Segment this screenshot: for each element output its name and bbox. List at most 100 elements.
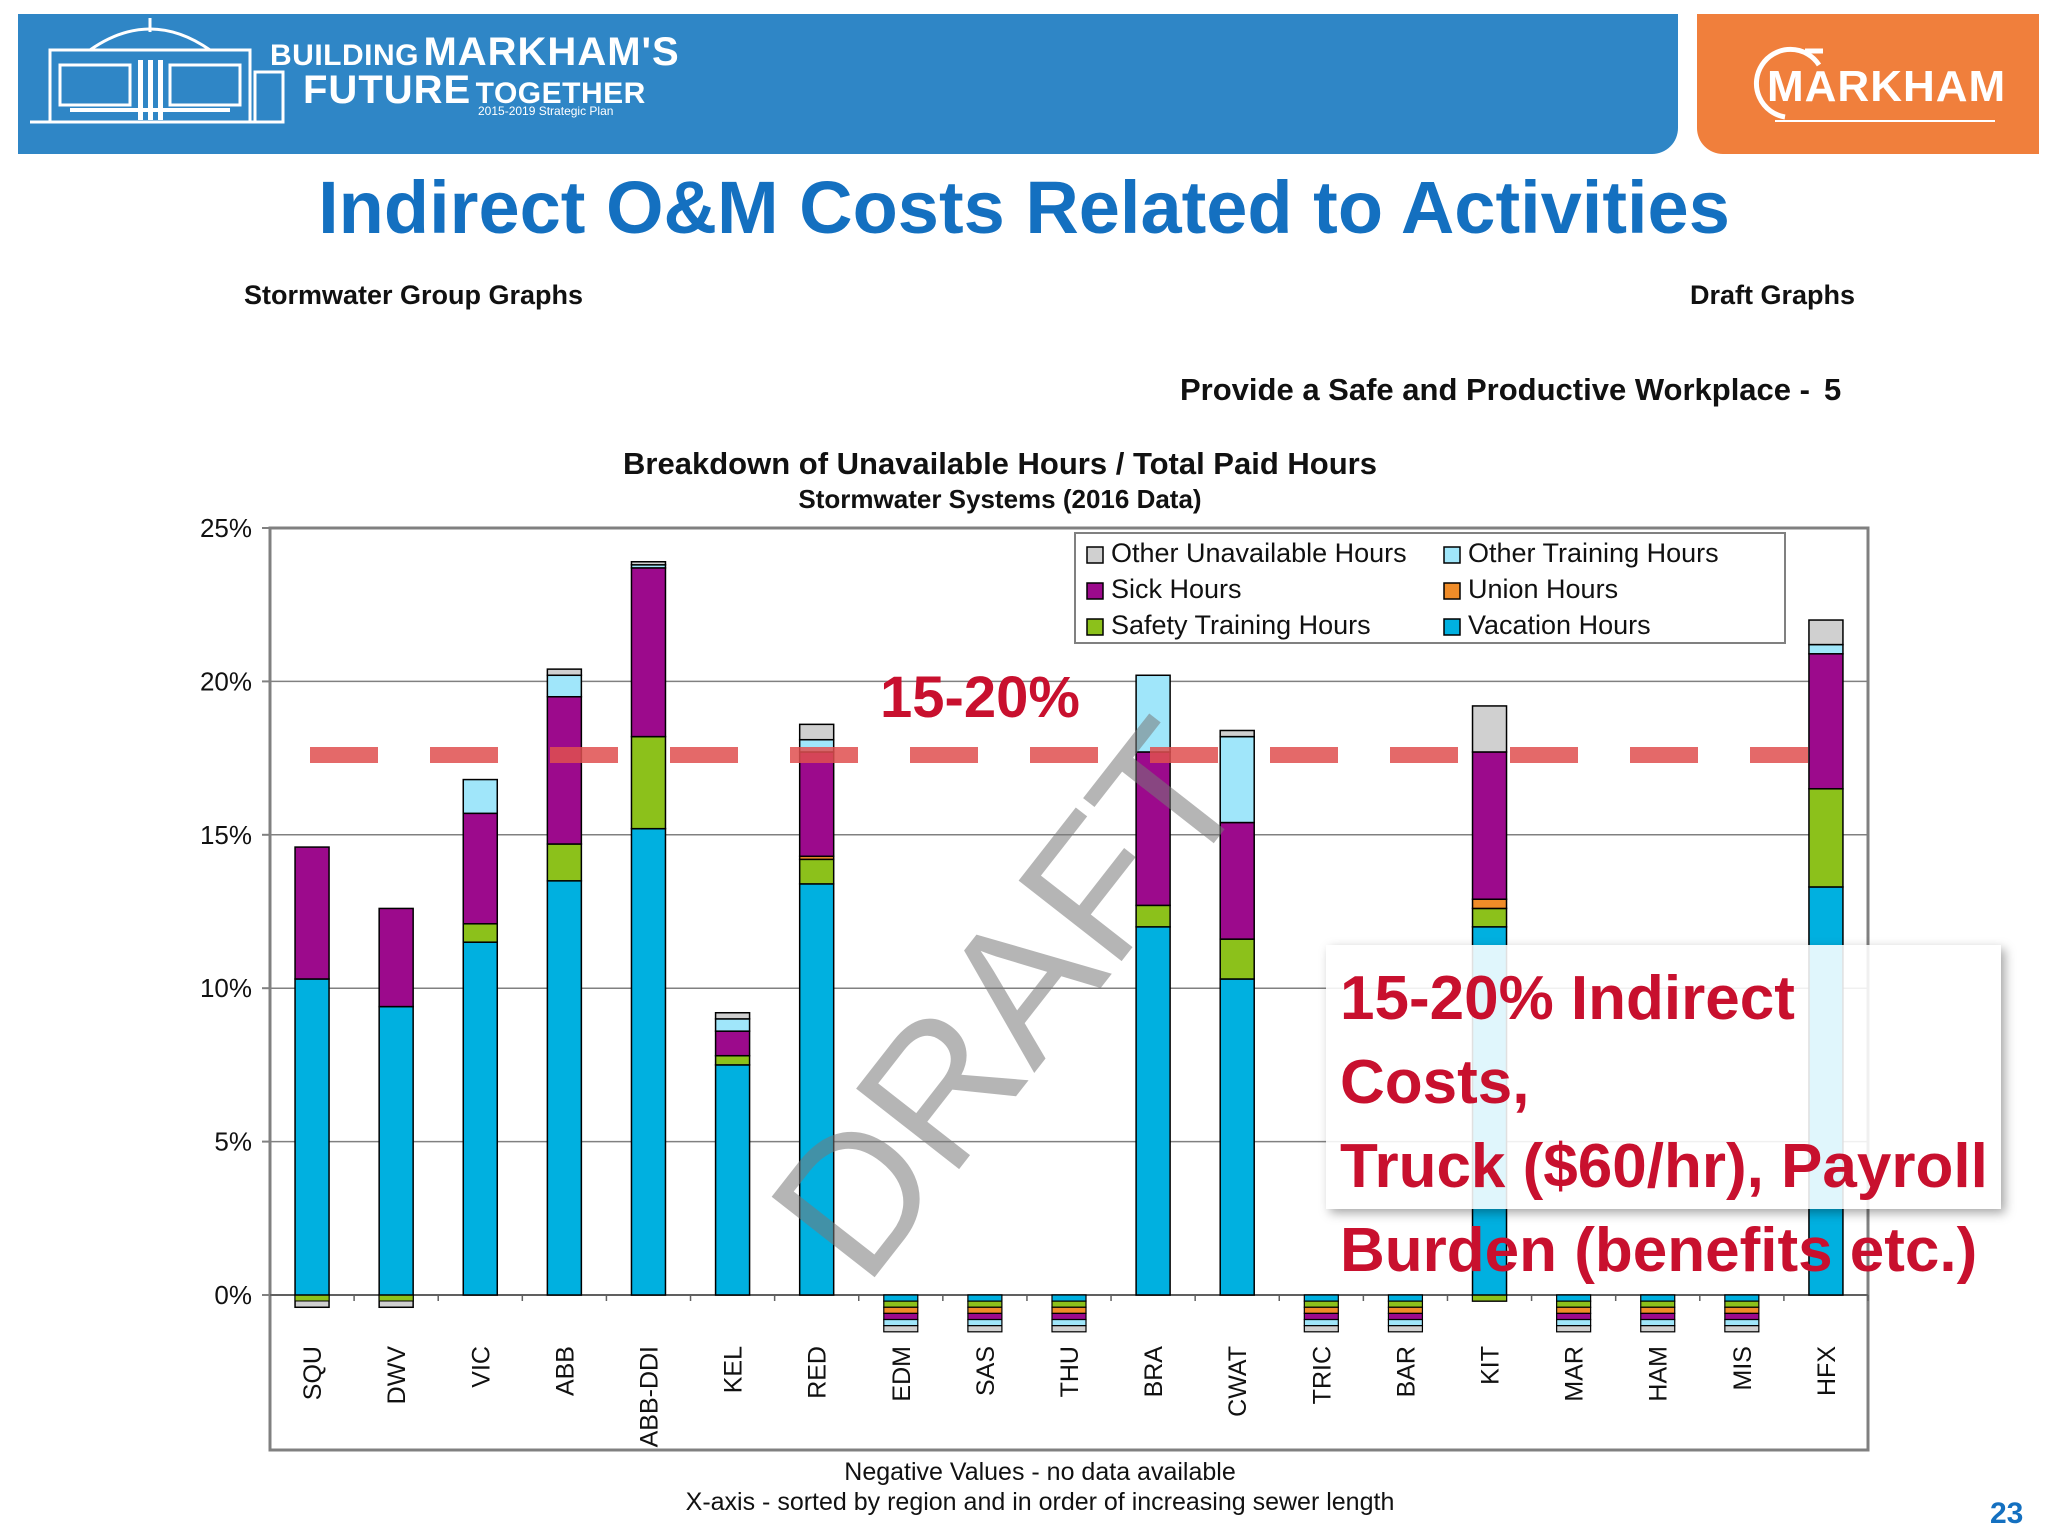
x-tick-label: VIC xyxy=(467,1346,495,1388)
bar-segment-negative xyxy=(1303,1306,1339,1315)
bar-segment-negative xyxy=(1303,1312,1339,1321)
bar-segment-negative xyxy=(967,1325,1003,1333)
legend-label: Other Unavailable Hours xyxy=(1111,538,1407,568)
legend-swatch xyxy=(1443,618,1461,636)
bar-segment xyxy=(798,751,835,858)
bar-segment-negative xyxy=(883,1318,919,1327)
bar-segment xyxy=(714,1030,751,1057)
x-tick-label: CWAT xyxy=(1224,1346,1252,1417)
legend-swatch xyxy=(1443,582,1461,600)
bar-segment-negative xyxy=(1556,1300,1592,1308)
y-tick-label: 20% xyxy=(200,666,252,696)
x-tick-label: ABB-DDI xyxy=(635,1346,663,1447)
bar-segment-negative xyxy=(883,1325,919,1333)
bar-segment-negative xyxy=(294,1294,330,1302)
plan-years: 2015-2019 Strategic Plan xyxy=(478,104,614,118)
x-tick-label: SAS xyxy=(972,1346,1000,1396)
legend-label: Sick Hours xyxy=(1111,574,1242,604)
bar-segment-negative xyxy=(1640,1306,1676,1315)
legend-swatch xyxy=(1086,582,1104,600)
bar-segment-negative xyxy=(967,1300,1003,1308)
bar-segment xyxy=(1471,898,1508,910)
strategic-plan-line2: FUTURE TOGETHER xyxy=(303,68,646,113)
bar-segment xyxy=(378,907,414,1008)
bar-segment xyxy=(1808,653,1844,790)
bar-segment-negative xyxy=(1387,1325,1424,1333)
bar-segment xyxy=(630,827,667,1296)
goal-number: 5 xyxy=(1823,372,1842,407)
bar-segment xyxy=(798,858,835,885)
bar-segment-negative xyxy=(1303,1294,1339,1302)
bar-segment xyxy=(546,695,583,845)
bar-segment xyxy=(378,1005,414,1296)
bar-segment xyxy=(462,778,499,815)
bar-segment-negative xyxy=(1724,1294,1760,1302)
bar-segment xyxy=(1471,907,1508,928)
bar-segment xyxy=(1219,729,1255,738)
x-tick-label: DWV xyxy=(383,1346,411,1405)
bar-segment-negative xyxy=(1640,1294,1676,1302)
x-tick-label: TRIC xyxy=(1308,1346,1336,1404)
legend-box xyxy=(1074,532,1786,644)
bar-segment xyxy=(294,846,330,980)
bar-segment-negative xyxy=(1640,1312,1676,1321)
x-tick-label: MIS xyxy=(1729,1346,1757,1390)
bar-segment xyxy=(1135,674,1171,753)
subtitle-left: Stormwater Group Graphs xyxy=(244,280,584,310)
y-tick-label: 15% xyxy=(200,820,252,850)
bar-segment-negative xyxy=(1387,1294,1424,1302)
bar-segment-negative xyxy=(1640,1325,1676,1333)
bar-segment xyxy=(462,923,499,943)
legend-label: Other Training Hours xyxy=(1468,538,1719,568)
bar-segment-negative xyxy=(1303,1325,1339,1333)
bar-segment xyxy=(1219,938,1255,980)
subtitle-right: Draft Graphs xyxy=(1690,280,1856,310)
bar-segment-negative xyxy=(1556,1306,1592,1315)
bar-segment-negative xyxy=(1472,1294,1508,1302)
bar-segment xyxy=(714,1011,751,1020)
band-label: 15-20% xyxy=(880,665,1080,730)
x-tick-label: RED xyxy=(804,1346,832,1399)
markhams-word: MARKHAM'S xyxy=(423,30,680,74)
strategic-plan-line1: BUILDING MARKHAM'S xyxy=(270,30,680,75)
header-banner xyxy=(18,14,1678,154)
bar-segment xyxy=(798,883,835,1296)
bar-segment xyxy=(1471,751,1508,900)
legend-label: Vacation Hours xyxy=(1468,610,1651,640)
bar-segment-negative xyxy=(1556,1318,1592,1327)
bar-segment-negative xyxy=(1387,1300,1424,1308)
bar-segment xyxy=(1808,619,1844,646)
bar-segment xyxy=(1808,643,1844,655)
together-word: TOGETHER xyxy=(475,77,646,110)
bar-segment-negative xyxy=(1556,1325,1592,1333)
bar-segment xyxy=(630,567,667,738)
bar-segment-negative xyxy=(1051,1325,1087,1333)
bar-segment-negative xyxy=(967,1318,1003,1327)
bar-segment-negative xyxy=(1387,1318,1424,1327)
goal-line: Provide a Safe and Productive Workplace … xyxy=(1180,372,1841,408)
bar-segment xyxy=(1219,978,1255,1296)
bar-segment xyxy=(714,1018,751,1032)
bar-segment xyxy=(546,880,583,1296)
chart-subtitle: Stormwater Systems (2016 Data) xyxy=(798,484,1201,514)
bar-segment-negative xyxy=(967,1306,1003,1315)
callout-box: 15-20% Indirect Costs, Truck ($60/hr), P… xyxy=(1326,945,2001,1285)
page-number: 23 xyxy=(1990,1497,2024,1530)
bar-segment xyxy=(294,978,330,1296)
x-tick-label: KIT xyxy=(1477,1346,1505,1385)
legend-swatch xyxy=(1086,546,1104,564)
chart-footnote-1: Negative Values - no data available xyxy=(844,1458,1235,1486)
x-tick-label: HAM xyxy=(1645,1346,1673,1402)
bar-segment xyxy=(714,1064,751,1296)
bar-segment xyxy=(546,843,583,882)
bar-segment-negative xyxy=(1387,1306,1424,1315)
bar-segment xyxy=(630,735,667,830)
bar-segment-negative xyxy=(1051,1306,1087,1315)
bar-segment xyxy=(714,1054,751,1066)
future-word: FUTURE xyxy=(303,68,472,112)
bar-segment-negative xyxy=(1051,1318,1087,1327)
bar-segment-negative xyxy=(1724,1306,1760,1315)
bar-segment-negative xyxy=(1303,1318,1339,1327)
x-tick-label: SQU xyxy=(299,1346,327,1400)
bar-segment-negative xyxy=(967,1312,1003,1321)
